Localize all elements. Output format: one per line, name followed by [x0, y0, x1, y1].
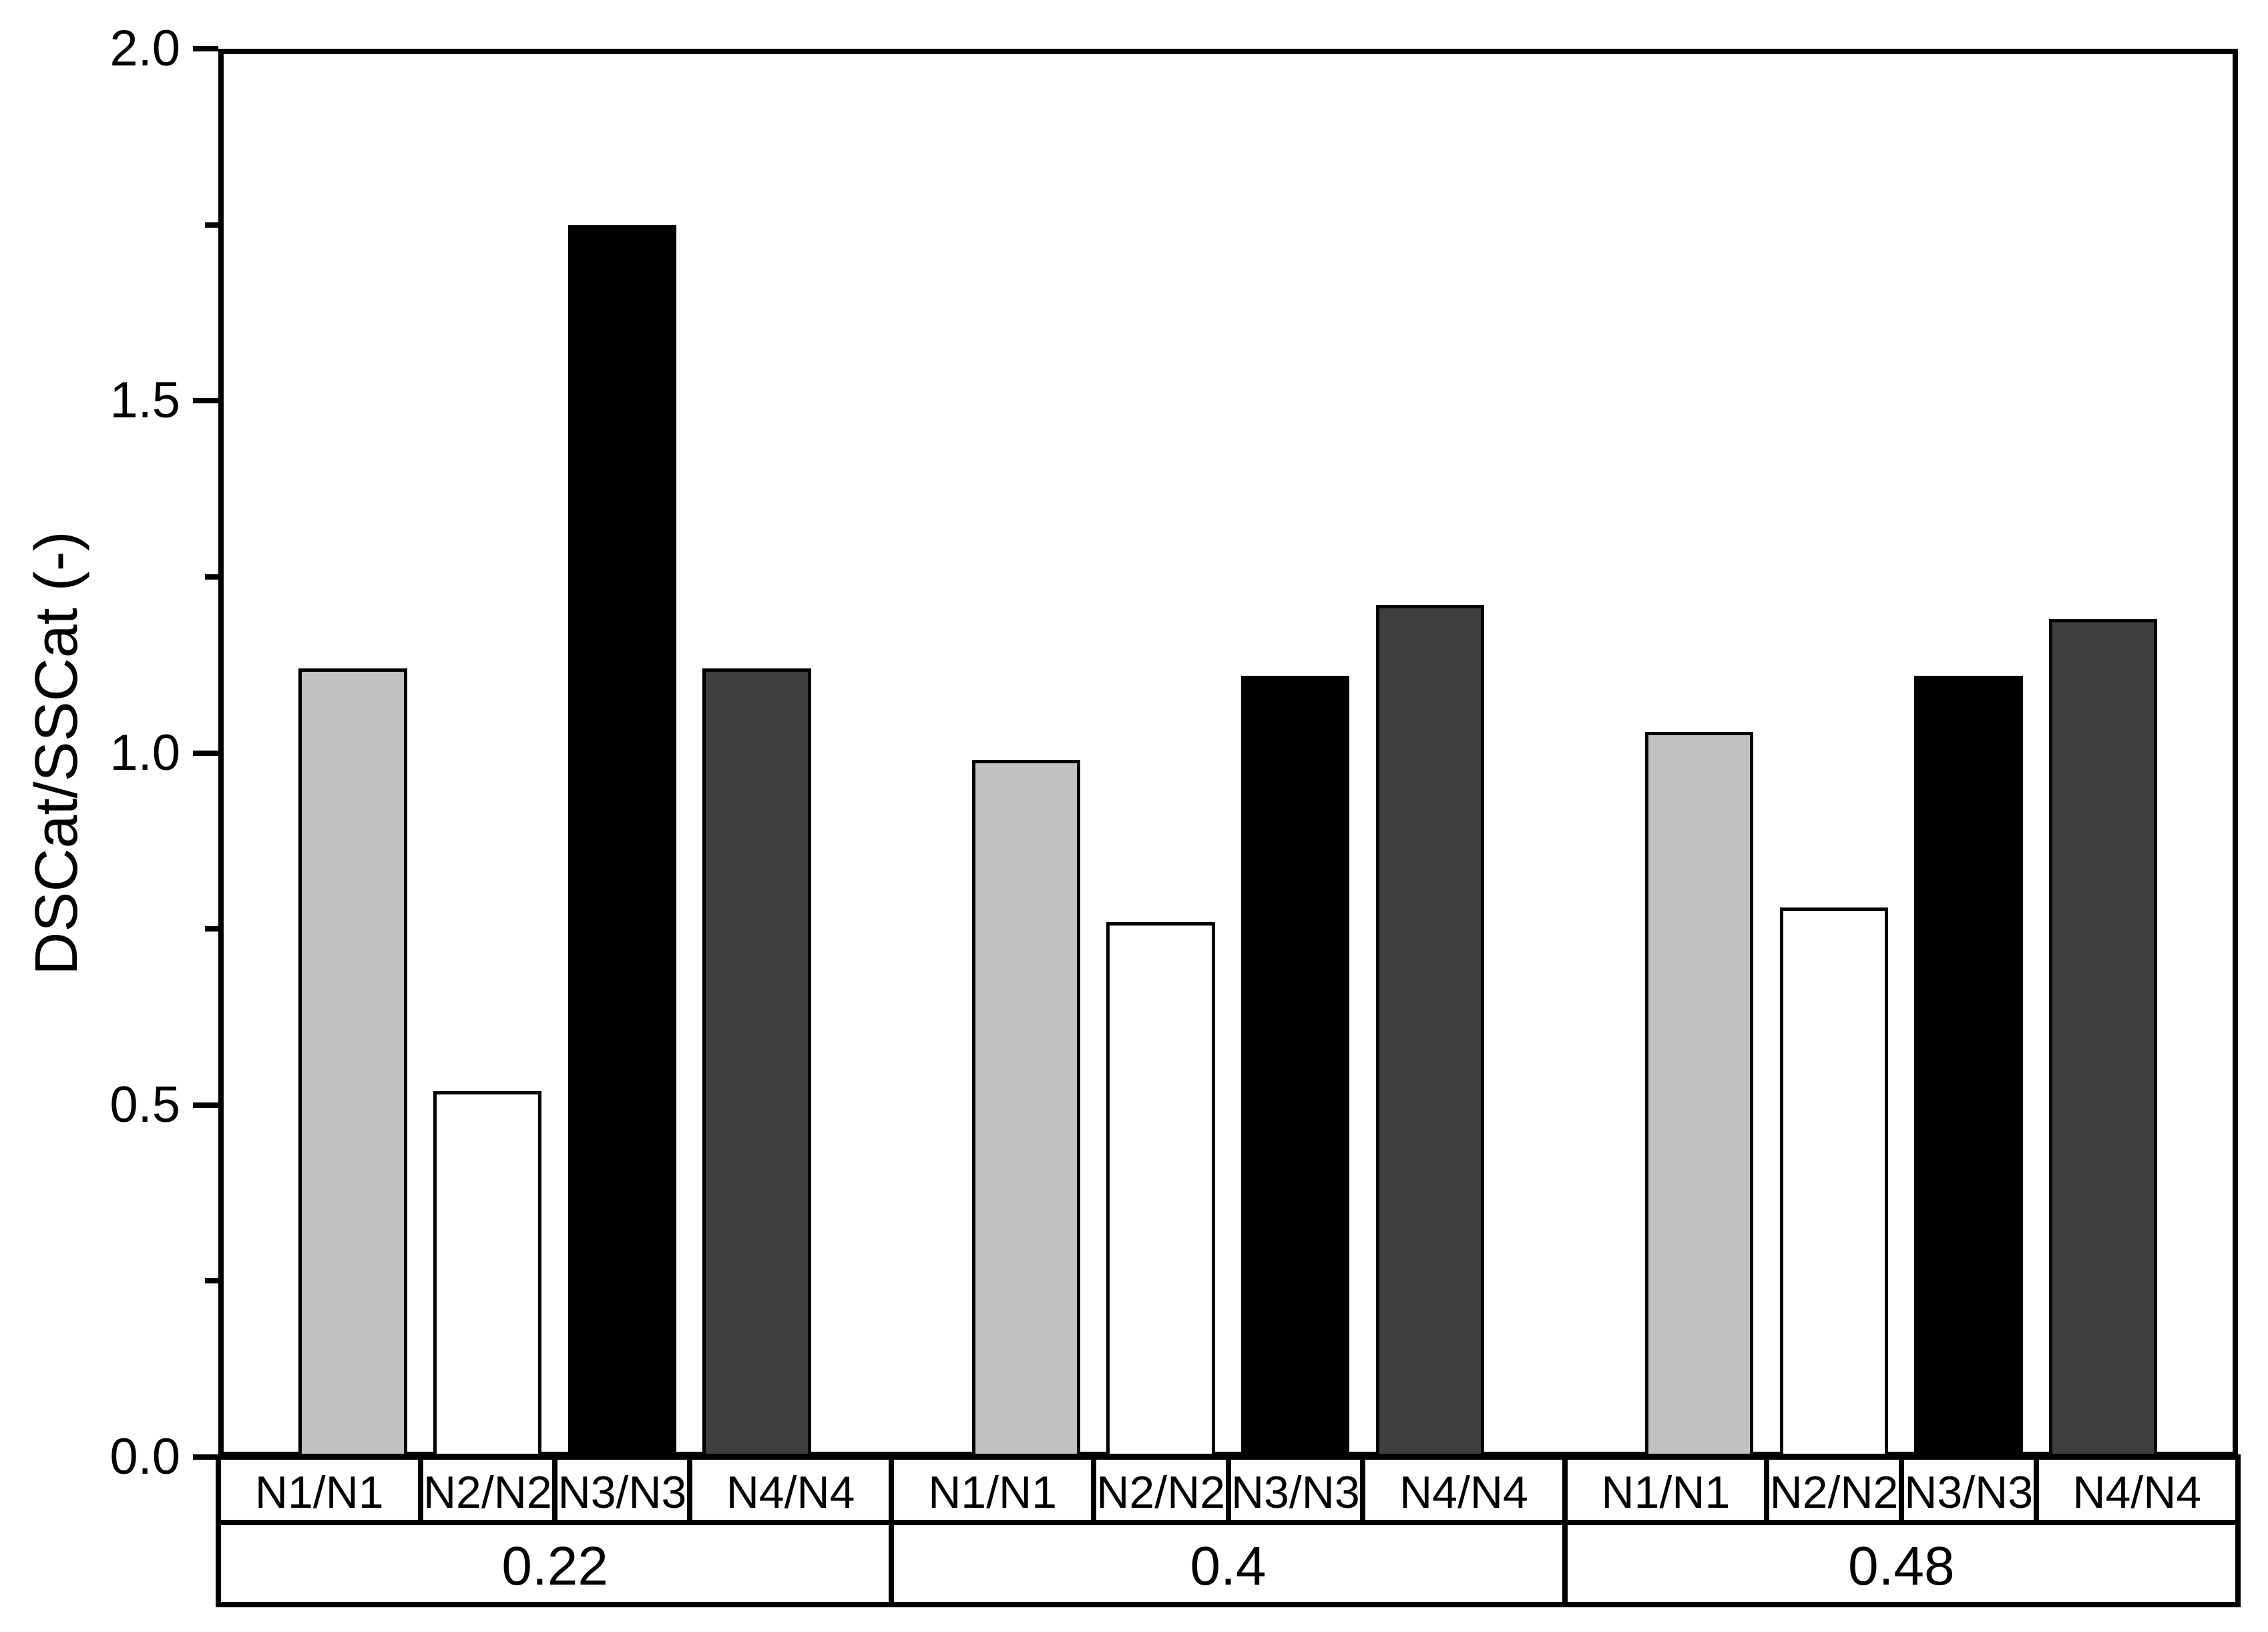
- x-axis-cell-label: N3/N3: [557, 1467, 687, 1518]
- x-axis-group-label: 0.22: [501, 1535, 608, 1597]
- cell-divider-line: [417, 1457, 423, 1522]
- bar-g1-n3: [568, 224, 677, 1457]
- cell-divider-line: [686, 1457, 692, 1522]
- y-axis-tick-label: 1.0: [109, 724, 180, 781]
- y-axis-major-tick: [193, 398, 218, 404]
- y-axis-minor-tick: [205, 1278, 218, 1284]
- y-axis-major-tick: [193, 1454, 218, 1460]
- cell-divider-line: [1225, 1457, 1231, 1522]
- bar-g3-n3: [1914, 675, 2023, 1457]
- cell-divider-line: [1360, 1457, 1366, 1522]
- bar-g2-n3: [1241, 675, 1350, 1457]
- bar-g1-n4: [702, 668, 811, 1457]
- y-axis-tick-label: 1.5: [109, 372, 180, 429]
- bar-g2-n2: [1106, 922, 1215, 1457]
- cell-divider-line: [1764, 1457, 1770, 1522]
- x-axis-cell-label: N4/N4: [1399, 1467, 1528, 1518]
- y-axis-major-tick: [193, 750, 218, 756]
- cell-divider-line: [2033, 1457, 2039, 1522]
- x-axis-cell-label: N3/N3: [1230, 1467, 1360, 1518]
- y-axis-tick-label: 0.0: [109, 1428, 180, 1485]
- bar-g1-n2: [433, 1090, 542, 1457]
- group-divider-line: [889, 1457, 895, 1605]
- table-horizontal-line: [216, 1602, 2241, 1607]
- cell-divider-line: [552, 1457, 558, 1522]
- group-divider-line: [1562, 1457, 1568, 1605]
- table-outer-border: [2235, 1457, 2241, 1605]
- y-axis-major-tick: [193, 1102, 218, 1108]
- x-axis-group-label: 0.4: [1190, 1535, 1267, 1597]
- y-axis-minor-tick: [205, 926, 218, 932]
- y-axis-tick-label: 0.5: [109, 1076, 180, 1133]
- x-axis-cell-label: N4/N4: [2072, 1467, 2202, 1518]
- y-axis-minor-tick: [205, 222, 218, 228]
- cell-divider-line: [1090, 1457, 1096, 1522]
- y-axis-minor-tick: [205, 574, 218, 580]
- x-axis-cell-label: N1/N1: [1601, 1467, 1731, 1518]
- x-axis-group-label: 0.48: [1848, 1535, 1955, 1597]
- table-horizontal-line: [216, 1520, 2241, 1525]
- bar-g3-n4: [2049, 619, 2158, 1457]
- x-axis-cell-label: N3/N3: [1904, 1467, 2034, 1518]
- x-axis-cell-label: N2/N2: [423, 1467, 552, 1518]
- bar-g2-n1: [971, 760, 1081, 1457]
- x-axis-cell-label: N4/N4: [726, 1467, 855, 1518]
- bar-g3-n1: [1645, 731, 1754, 1457]
- cell-divider-line: [1898, 1457, 1904, 1522]
- x-axis-cell-label: N1/N1: [928, 1467, 1057, 1518]
- bar-g2-n4: [1375, 605, 1485, 1457]
- table-outer-border: [216, 1457, 221, 1605]
- bar-g3-n2: [1779, 907, 1889, 1457]
- x-axis-cell-label: N1/N1: [254, 1467, 384, 1518]
- x-axis-cell-label: N2/N2: [1769, 1467, 1899, 1518]
- y-axis-major-tick: [193, 46, 218, 51]
- x-axis-cell-label: N2/N2: [1096, 1467, 1226, 1518]
- y-axis-title: DSCat/SSCat (-): [23, 530, 90, 976]
- bar-g1-n1: [298, 668, 407, 1457]
- y-axis-tick-label: 2.0: [109, 20, 180, 77]
